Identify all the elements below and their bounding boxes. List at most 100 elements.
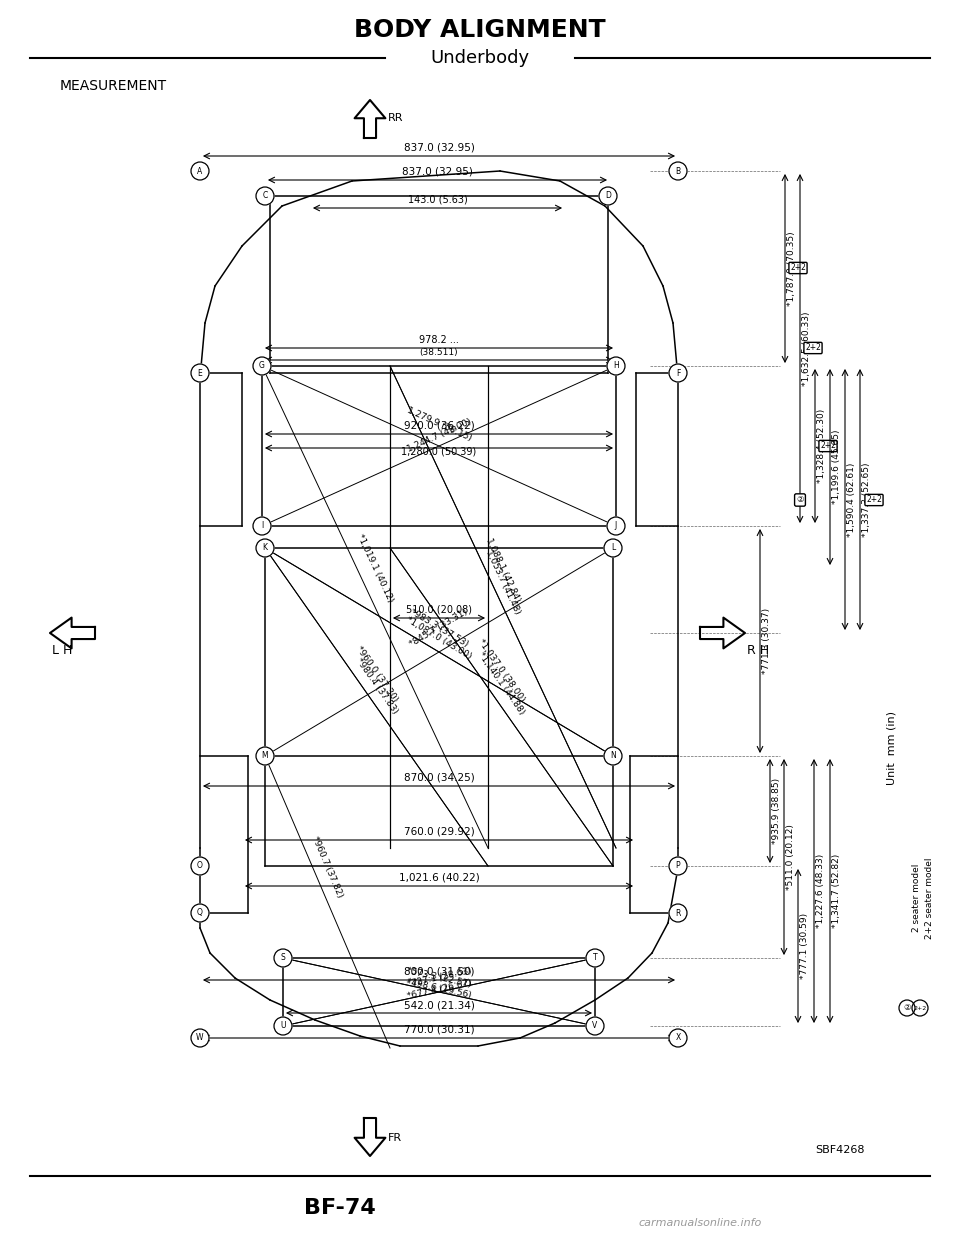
Text: H: H [613, 362, 619, 371]
Circle shape [669, 1030, 687, 1047]
Circle shape [256, 539, 274, 557]
Text: U: U [280, 1022, 286, 1031]
Text: T: T [592, 953, 597, 962]
Text: D: D [605, 191, 611, 201]
Text: 2+2: 2+2 [805, 343, 821, 352]
Text: 1,244.7 (49.00): 1,244.7 (49.00) [405, 417, 472, 454]
Text: R H: R H [747, 644, 769, 656]
Text: 770.0 (30.31): 770.0 (30.31) [404, 1025, 474, 1035]
Text: BF-74: BF-74 [304, 1198, 376, 1218]
Text: *727.1 (28.63): *727.1 (28.63) [406, 966, 472, 988]
Text: 2 seater model: 2 seater model [912, 864, 921, 932]
Circle shape [253, 357, 271, 374]
Circle shape [191, 162, 209, 180]
Text: *1,037.0 (38.00): *1,037.0 (38.00) [476, 638, 527, 704]
Circle shape [669, 364, 687, 382]
Text: 837.0 (32.95): 837.0 (32.95) [403, 142, 474, 152]
Text: 1,021.6 (40.22): 1,021.6 (40.22) [398, 874, 479, 884]
Text: Underbody: Underbody [430, 49, 530, 67]
Text: O: O [197, 861, 203, 871]
Text: *1,140.1 (44.88): *1,140.1 (44.88) [476, 650, 526, 716]
Text: *1,199.6 (45.65): *1,199.6 (45.65) [832, 429, 841, 504]
Text: 2+2 seater model: 2+2 seater model [925, 857, 934, 938]
Text: *498.6 (19.56): *498.6 (19.56) [406, 977, 472, 1000]
Text: *1,590.4 (62.61): *1,590.4 (62.61) [847, 462, 856, 537]
Text: 978.2 ...: 978.2 ... [420, 334, 459, 344]
Text: *1,087.0 (43.00): *1,087.0 (43.00) [405, 615, 473, 661]
Text: 800.0 (31.50): 800.0 (31.50) [404, 967, 474, 977]
Circle shape [256, 187, 274, 205]
Text: carmanualsonline.info: carmanualsonline.info [638, 1218, 761, 1228]
Text: R: R [675, 909, 681, 917]
Circle shape [586, 948, 604, 967]
Text: *1,019.1 (40.12): *1,019.1 (40.12) [355, 533, 395, 604]
Text: S: S [280, 953, 285, 962]
Text: ②: ② [796, 495, 804, 504]
Text: *983.3 (37.53): *983.3 (37.53) [408, 608, 469, 649]
Circle shape [191, 1030, 209, 1047]
Text: 510.0 (20.08): 510.0 (20.08) [406, 605, 472, 615]
Circle shape [274, 948, 292, 967]
Text: W: W [196, 1033, 204, 1042]
Text: E: E [198, 368, 203, 377]
Circle shape [191, 904, 209, 922]
Text: *935.9 (38.85): *935.9 (38.85) [772, 778, 781, 844]
Text: MEASUREMENT: MEASUREMENT [60, 79, 167, 94]
Circle shape [607, 517, 625, 535]
Text: 760.0 (29.92): 760.0 (29.92) [403, 827, 474, 837]
Text: ②: ② [903, 1003, 911, 1012]
Circle shape [586, 1017, 604, 1035]
Circle shape [669, 857, 687, 875]
Text: *1,337.3 (52.65): *1,337.3 (52.65) [862, 462, 871, 537]
Circle shape [274, 1017, 292, 1035]
Text: 920.0 (36.22): 920.0 (36.22) [403, 421, 474, 431]
Circle shape [253, 517, 271, 535]
Text: I: I [261, 522, 263, 530]
Text: A: A [198, 166, 203, 176]
Text: *677.4 (26.67): *677.4 (26.67) [406, 978, 472, 1001]
Text: L H: L H [52, 644, 72, 656]
Text: V: V [592, 1022, 598, 1031]
Circle shape [191, 364, 209, 382]
Text: 2+2: 2+2 [790, 263, 806, 272]
Text: 143.0 (5.63): 143.0 (5.63) [408, 195, 468, 205]
Text: FR: FR [388, 1133, 402, 1143]
Text: G: G [259, 362, 265, 371]
Text: *1,787.0 (70.35): *1,787.0 (70.35) [787, 231, 796, 306]
Circle shape [599, 187, 617, 205]
Text: B: B [676, 166, 681, 176]
Circle shape [604, 539, 622, 557]
Text: L: L [611, 543, 615, 553]
Text: F: F [676, 368, 681, 377]
Text: *777.1 (30.59): *777.1 (30.59) [800, 914, 809, 980]
Text: SBF4268: SBF4268 [815, 1144, 865, 1154]
Text: 1,280.0 (50.39): 1,280.0 (50.39) [401, 447, 476, 457]
Text: BODY ALIGNMENT: BODY ALIGNMENT [354, 17, 606, 42]
Text: X: X [676, 1033, 681, 1042]
Text: RR: RR [388, 114, 403, 124]
Circle shape [256, 748, 274, 765]
Text: *1,632.5 (60.33): *1,632.5 (60.33) [802, 311, 811, 386]
Text: 2+2: 2+2 [913, 1006, 926, 1011]
Text: *980.4 (37.83): *980.4 (37.83) [354, 656, 399, 716]
Text: 2+2: 2+2 [866, 495, 882, 504]
Text: K: K [262, 543, 268, 553]
Circle shape [607, 357, 625, 374]
Text: *1,328.4 (52.30): *1,328.4 (52.30) [817, 409, 826, 483]
Text: C: C [262, 191, 268, 201]
Text: Q: Q [197, 909, 203, 917]
Text: *845.7 (33.31): *845.7 (33.31) [408, 608, 469, 649]
Text: *1,341.7 (52.82): *1,341.7 (52.82) [832, 854, 841, 929]
Text: P: P [676, 861, 681, 871]
Circle shape [191, 857, 209, 875]
Text: 1,088.1 (42.84): 1,088.1 (42.84) [484, 537, 522, 604]
Text: 2+2: 2+2 [820, 442, 836, 451]
Text: 542.0 (21.34): 542.0 (21.34) [403, 1000, 474, 1010]
Text: *960.7 (37.82): *960.7 (37.82) [310, 835, 345, 899]
Circle shape [604, 748, 622, 765]
Text: *1,227.6 (48.33): *1,227.6 (48.33) [816, 854, 825, 929]
Text: *511.0 (20.12): *511.0 (20.12) [786, 824, 795, 890]
Text: Unit  mm (in): Unit mm (in) [887, 711, 897, 785]
Text: (38.511): (38.511) [420, 348, 458, 357]
Text: J: J [614, 522, 617, 530]
